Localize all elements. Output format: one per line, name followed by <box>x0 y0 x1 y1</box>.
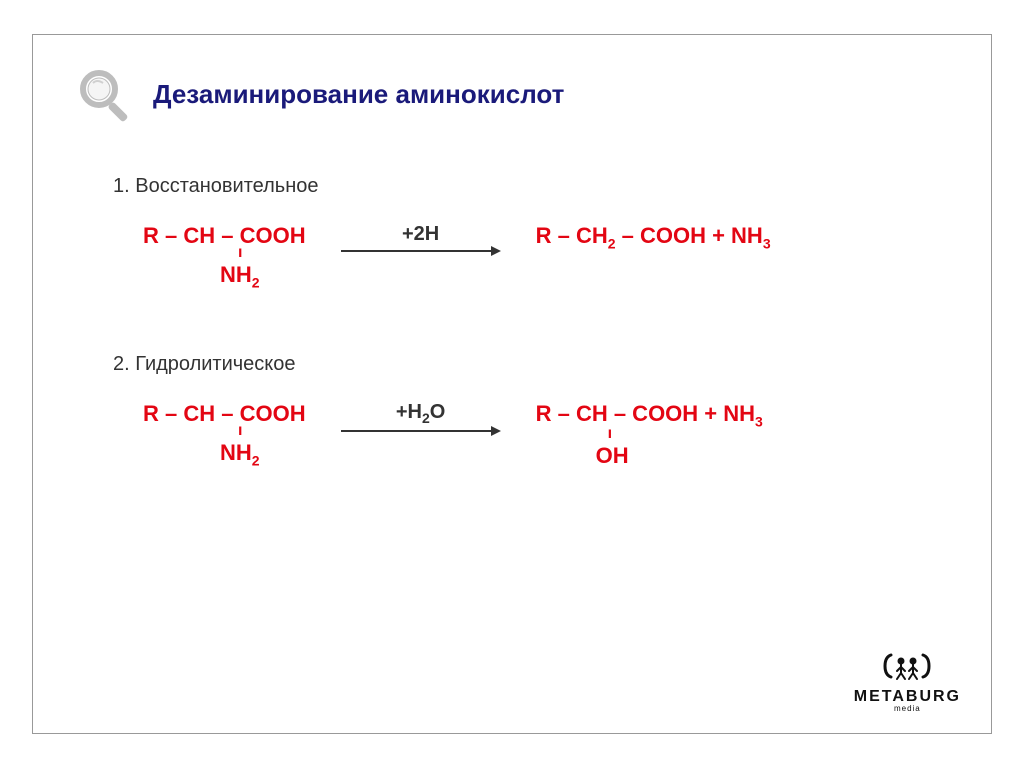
section-label: 1. Восстановительное <box>113 175 951 198</box>
substituent: NH2 <box>220 260 306 293</box>
header: Дезаминирование аминокислот <box>73 65 951 125</box>
product: R – CH – COOH + NH3 ı OH <box>536 401 763 472</box>
bond-vert: ı <box>238 247 306 260</box>
product: R – CH2 – COOH + NH3 <box>536 223 771 252</box>
reaction-1: R – CH – COOH ı NH2 +2H R – CH2 – COOH +… <box>143 223 951 293</box>
reactant: R – CH – COOH ı NH2 <box>143 401 306 471</box>
section-reductive: 1. Восстановительное R – CH – COOH ı NH2… <box>113 175 951 293</box>
arrow-block: +2H <box>341 223 501 258</box>
slide-frame: Дезаминирование аминокислот 1. Восстанов… <box>32 34 992 734</box>
arrow-icon <box>341 424 501 438</box>
bond: ı NH2 <box>238 425 306 471</box>
reactant-formula: R – CH – COOH <box>143 401 306 427</box>
bond-vert: ı <box>608 428 763 441</box>
arrow-label: +H2O <box>396 401 445 426</box>
bond-vert: ı <box>238 425 306 438</box>
product-formula: R – CH2 – COOH + NH3 <box>536 223 771 252</box>
bond: ı OH <box>608 428 763 472</box>
reactant-formula: R – CH – COOH <box>143 223 306 249</box>
arrow-block: +H2O <box>341 401 501 438</box>
arrow-icon <box>341 244 501 258</box>
logo-text: METABURG <box>854 688 961 706</box>
reactant: R – CH – COOH ı NH2 <box>143 223 306 293</box>
logo-icon <box>877 649 937 683</box>
page-title: Дезаминирование аминокислот <box>153 79 564 110</box>
logo: METABURG media <box>854 649 961 713</box>
substituent: NH2 <box>220 438 306 471</box>
product-formula: R – CH – COOH + NH3 <box>536 401 763 430</box>
arrow-label: +2H <box>402 223 439 246</box>
reaction-2: R – CH – COOH ı NH2 +H2O R – CH – COOH +… <box>143 401 951 472</box>
section-label: 2. Гидролитическое <box>113 353 951 376</box>
section-hydrolytic: 2. Гидролитическое R – CH – COOH ı NH2 +… <box>113 353 951 472</box>
magnifier-icon <box>73 65 133 125</box>
substituent: OH <box>596 441 763 472</box>
bond: ı NH2 <box>238 247 306 293</box>
